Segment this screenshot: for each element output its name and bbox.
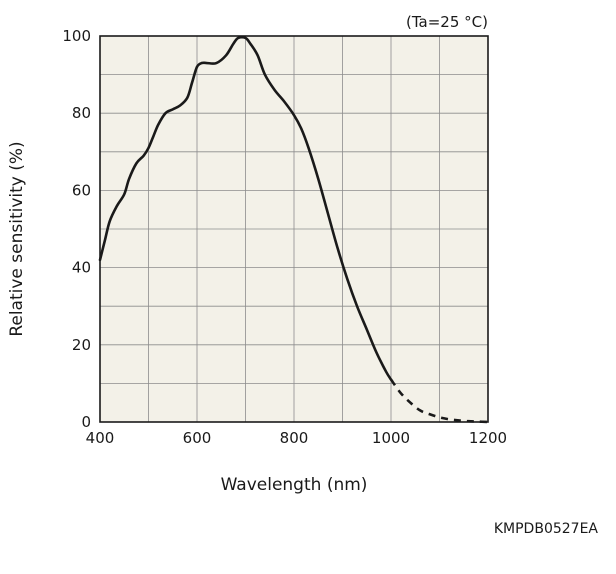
y-tick-label: 60 [72, 181, 91, 199]
plot-frame [99, 35, 489, 423]
temperature-note: (Ta=25 °C) [406, 13, 488, 31]
y-axis-title: Relative sensitivity (%) [7, 141, 27, 336]
y-tick-label: 100 [62, 27, 91, 45]
sensitivity-curve-solid [98, 35, 393, 381]
x-tick-label: 600 [183, 429, 212, 447]
x-tick-label: 800 [280, 429, 309, 447]
figure-code: KMPDB0527EA [494, 521, 599, 537]
y-tick-labels: 0 20 40 60 80 100 [62, 27, 91, 431]
x-tick-label: 400 [86, 429, 115, 447]
x-tick-label: 1000 [372, 429, 410, 447]
x-axis-title: Wavelength (nm) [221, 475, 368, 495]
y-tick-label: 20 [72, 336, 91, 354]
y-tick-label: 40 [72, 259, 91, 277]
x-tick-labels: 400 600 800 1000 1200 [86, 429, 507, 447]
x-tick-label: 1200 [469, 429, 507, 447]
y-tick-label: 0 [81, 413, 91, 431]
y-tick-label: 80 [72, 104, 91, 122]
